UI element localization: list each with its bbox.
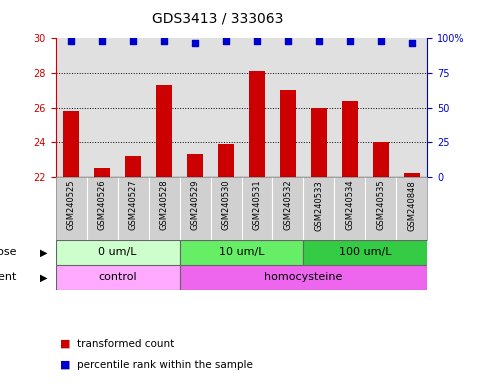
- Point: [160, 38, 168, 44]
- Point: [67, 38, 75, 44]
- Text: GSM240526: GSM240526: [98, 180, 107, 230]
- Text: agent: agent: [0, 272, 17, 283]
- Point: [408, 40, 416, 46]
- Bar: [94, 168, 110, 177]
- Text: GSM240528: GSM240528: [159, 180, 169, 230]
- Text: GSM240535: GSM240535: [376, 180, 385, 230]
- Text: 0 um/L: 0 um/L: [98, 247, 137, 258]
- Bar: [280, 90, 296, 177]
- Text: GSM240531: GSM240531: [253, 180, 261, 230]
- Text: 10 um/L: 10 um/L: [219, 247, 264, 258]
- Text: homocysteine: homocysteine: [264, 272, 342, 283]
- Bar: [404, 173, 420, 177]
- Bar: [125, 156, 141, 177]
- Text: ▶: ▶: [40, 247, 47, 258]
- Point: [129, 38, 137, 44]
- Bar: [187, 154, 203, 177]
- Text: GSM240534: GSM240534: [345, 180, 355, 230]
- Text: GSM240529: GSM240529: [190, 180, 199, 230]
- Text: ▶: ▶: [40, 272, 47, 283]
- Text: GDS3413 / 333063: GDS3413 / 333063: [152, 12, 283, 25]
- Point: [191, 40, 199, 46]
- Text: 100 um/L: 100 um/L: [339, 247, 392, 258]
- Bar: [249, 71, 265, 177]
- Bar: [218, 144, 234, 177]
- Text: dose: dose: [0, 247, 17, 258]
- Point: [253, 38, 261, 44]
- Text: GSM240527: GSM240527: [128, 180, 138, 230]
- Bar: [311, 108, 327, 177]
- Text: ■: ■: [60, 339, 71, 349]
- Bar: [63, 111, 79, 177]
- Text: control: control: [98, 272, 137, 283]
- Text: GSM240848: GSM240848: [408, 180, 416, 230]
- Bar: [180, 265, 427, 290]
- Point: [346, 38, 354, 44]
- Text: GSM240525: GSM240525: [67, 180, 75, 230]
- Point: [222, 38, 230, 44]
- Point: [284, 38, 292, 44]
- Text: percentile rank within the sample: percentile rank within the sample: [77, 360, 253, 370]
- Bar: [56, 240, 180, 265]
- Bar: [373, 142, 389, 177]
- Text: ■: ■: [60, 360, 71, 370]
- Point: [98, 38, 106, 44]
- Point: [315, 38, 323, 44]
- Bar: [342, 101, 358, 177]
- Bar: [56, 265, 180, 290]
- Point: [377, 38, 385, 44]
- Bar: [303, 240, 427, 265]
- Text: GSM240530: GSM240530: [222, 180, 230, 230]
- Bar: [180, 240, 303, 265]
- Text: transformed count: transformed count: [77, 339, 174, 349]
- Bar: [156, 85, 172, 177]
- Text: GSM240533: GSM240533: [314, 180, 324, 230]
- Text: GSM240532: GSM240532: [284, 180, 293, 230]
